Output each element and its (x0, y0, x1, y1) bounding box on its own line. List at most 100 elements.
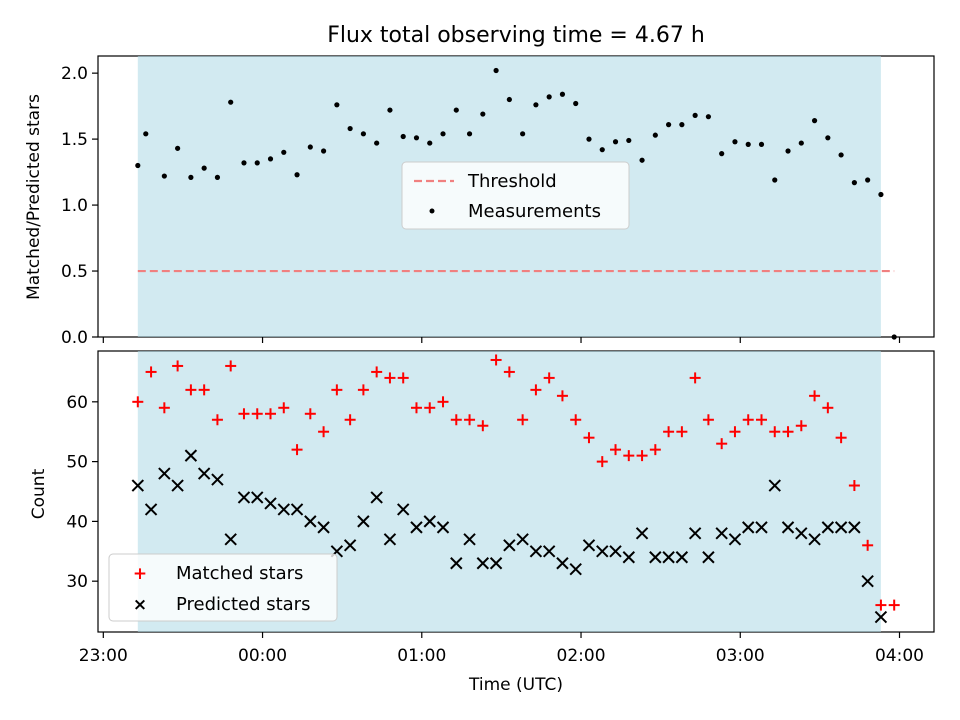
measurement-point (559, 91, 566, 97)
measurement-point (400, 133, 406, 140)
measurement-point (520, 131, 526, 137)
measurement-point (772, 177, 778, 183)
predicted-star-point (264, 497, 277, 510)
matched-star-point (862, 539, 874, 551)
measurement-point (666, 122, 672, 128)
matched-star-point (357, 384, 369, 396)
matched-star-point (424, 402, 436, 414)
matched-star-point (145, 366, 157, 378)
matched-star-point (198, 384, 210, 396)
measurement-point (175, 145, 181, 151)
measurement-point (758, 141, 765, 147)
measurement-point (838, 152, 844, 158)
measurement-point (334, 102, 340, 108)
predicted-star-point (357, 515, 370, 528)
y-tick-label: 2.0 (61, 64, 88, 84)
predicted-star-point (489, 557, 503, 570)
matched-star-point (623, 450, 635, 462)
predicted-star-point (542, 545, 556, 558)
x-tick-label: 04:00 (875, 646, 924, 666)
y-tick-label: 30 (66, 572, 88, 592)
matched-star-point (371, 366, 383, 378)
top-legend: Threshold Measurements (401, 161, 630, 230)
y-tick-label: 1.0 (61, 196, 88, 216)
matched-star-point (517, 414, 529, 426)
predicted-star-point (423, 515, 436, 528)
measurement-point (347, 125, 353, 132)
predicted-star-point (476, 557, 490, 570)
y-tick-label: 50 (66, 453, 88, 473)
predicted-star-point (436, 521, 450, 534)
measurement-point (692, 112, 698, 118)
predicted-star-point (795, 527, 808, 540)
bottom-legend: + Matched stars × Predicted stars (108, 553, 338, 622)
measurement-point (307, 144, 313, 150)
top-legend-box (401, 161, 630, 230)
matched-star-point (331, 384, 343, 396)
predicted-star-point (529, 545, 543, 558)
top-xticks (102, 337, 901, 343)
predicted-star-point (596, 545, 609, 558)
matched-star-point (450, 414, 462, 426)
predicted-star-point (131, 479, 145, 492)
measurement-point (413, 135, 420, 141)
predicted-star-point (251, 491, 264, 504)
predicted-star-point (290, 503, 304, 516)
measurement-point (546, 94, 552, 100)
measurement-point (440, 131, 446, 137)
matched-star-point (716, 438, 728, 450)
matched-star-point (384, 372, 396, 384)
legend-threshold-label: Threshold (467, 171, 557, 192)
matched-star-point (702, 414, 714, 426)
matched-star-point (530, 384, 542, 396)
matched-star-point (583, 432, 595, 444)
predicted-star-point (728, 533, 742, 546)
predicted-star-point (503, 539, 516, 552)
x-tick-label: 00:00 (238, 646, 287, 666)
predicted-star-point (383, 533, 397, 546)
measurement-point (374, 140, 380, 146)
measurement-point (785, 148, 791, 154)
matched-star-point (251, 408, 263, 420)
measurement-point (254, 160, 260, 166)
predicted-star-point (702, 551, 715, 564)
predicted-star-point (370, 491, 383, 504)
predicted-star-point (237, 491, 251, 504)
measurement-point (320, 148, 327, 154)
legend-matched-label: Matched stars (176, 563, 303, 584)
matched-star-point (477, 420, 489, 432)
measurement-point (281, 149, 287, 155)
y-tick-label: 40 (66, 512, 88, 532)
predicted-star-point (808, 533, 821, 546)
measurement-point (705, 114, 712, 120)
measurement-point (506, 96, 512, 103)
predicted-star-point (317, 521, 330, 534)
bottom-xticks: 23:00 00:00 01:00 02:00 03:00 04:00 (79, 632, 924, 666)
matched-star-point (729, 426, 741, 438)
bottom-marks (131, 354, 900, 624)
matched-star-point (795, 420, 807, 432)
measurement-point (652, 132, 658, 138)
top-ylabel: Matched/Predicted stars (24, 94, 44, 300)
measurement-point (811, 118, 818, 124)
measurement-point (878, 191, 884, 198)
measurement-point (135, 162, 141, 169)
measurement-point (851, 180, 857, 186)
matched-star-point (649, 444, 661, 456)
measurement-point (891, 334, 897, 340)
predicted-star-point (755, 521, 768, 534)
matched-star-point (304, 408, 316, 420)
bottom-ylabel: Count (29, 468, 49, 519)
legend-predicted-label: Predicted stars (176, 594, 310, 615)
predicted-star-point (635, 527, 649, 540)
measurement-point (294, 172, 300, 178)
measurement-point (161, 173, 167, 179)
measurement-point (466, 131, 473, 137)
predicted-star-point (343, 539, 357, 552)
legend-measurements-label: Measurements (468, 201, 601, 222)
predicted-star-point (396, 503, 410, 516)
predicted-star-point (781, 521, 795, 534)
matched-star-point (875, 599, 887, 611)
matched-star-point (689, 372, 701, 384)
